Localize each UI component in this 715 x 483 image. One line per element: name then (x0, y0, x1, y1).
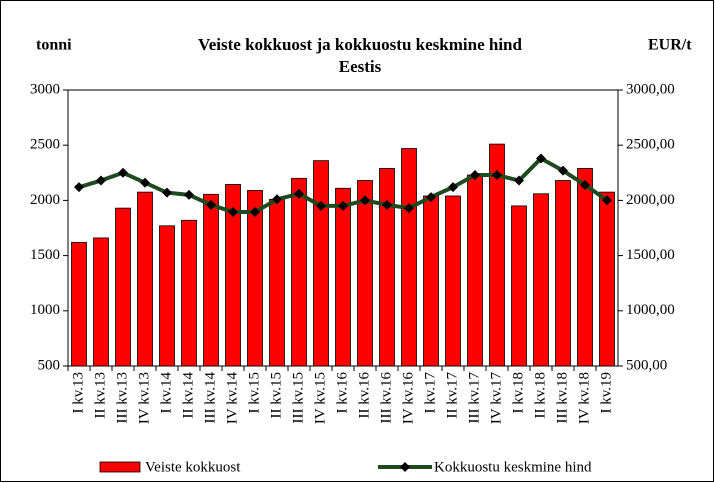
line-marker (140, 177, 150, 188)
x-tick-label: III kv.18 (554, 372, 570, 424)
line-marker (470, 170, 480, 181)
line-marker (602, 195, 612, 206)
bar (335, 187, 351, 367)
bar (533, 193, 549, 367)
line-marker (558, 165, 568, 176)
bar (181, 219, 197, 367)
line-marker (448, 182, 458, 193)
line-marker (360, 195, 370, 206)
x-tick-label: III kv.16 (378, 372, 394, 424)
legend-swatch (99, 461, 141, 473)
bar (423, 195, 439, 367)
y2-tick-label: 1500,00 (626, 247, 675, 263)
y-tick-label: 1000 (30, 302, 60, 318)
line-marker (184, 189, 194, 200)
x-tick-label: I kv.16 (334, 372, 350, 414)
y2-tick-label: 3000,00 (626, 81, 675, 97)
y-tick-label: 2500 (30, 137, 60, 153)
line-marker (250, 206, 260, 217)
x-tick-label: IV kv.15 (312, 372, 328, 424)
x-tick-label: II kv.14 (180, 372, 196, 419)
x-tick-label: I kv.19 (598, 372, 614, 414)
x-tick-label: III kv.13 (114, 372, 130, 424)
line-marker (580, 179, 590, 190)
legend-label: Veiste kokkuost (145, 459, 241, 475)
bar (467, 174, 483, 367)
chart-title: Veiste kokkuost ja kokkuostu keskmine hi… (198, 35, 522, 76)
line-marker (206, 199, 216, 210)
x-tick-label: IV kv.18 (576, 372, 592, 424)
line-marker (382, 199, 392, 210)
bar (599, 191, 615, 367)
line-marker (228, 206, 238, 217)
bar (511, 205, 527, 367)
y-tick-label: 1500 (30, 247, 60, 263)
bar (137, 191, 153, 367)
x-tick-label: II kv.18 (532, 372, 548, 419)
x-tick-label: II kv.15 (268, 372, 284, 419)
bar (313, 160, 329, 367)
legend-label: Kokkuostu keskmine hind (434, 459, 592, 475)
line-marker (316, 200, 326, 211)
x-tick-label: IV kv.14 (224, 372, 240, 425)
x-tick-label: I kv.13 (70, 372, 86, 414)
x-tick-label: II kv.17 (444, 372, 460, 419)
x-tick-label: III kv.17 (466, 372, 482, 424)
x-tick-label: II kv.16 (356, 372, 372, 419)
legend-marker (400, 462, 410, 472)
bar (71, 241, 87, 367)
y2-tick-label: 2500,00 (626, 137, 675, 153)
y-tick-label: 500 (38, 357, 61, 373)
bar (401, 148, 417, 367)
line-marker (338, 200, 348, 211)
bar (225, 183, 241, 367)
y2-tick-label: 500,00 (626, 357, 667, 373)
bar (247, 190, 263, 367)
bar (115, 207, 131, 367)
y2-tick-label: 2000,00 (626, 192, 675, 208)
bar (379, 167, 395, 367)
x-tick-label: I kv.17 (422, 372, 438, 414)
line-marker (536, 153, 546, 164)
bar (555, 180, 571, 367)
x-tick-label: III kv.14 (202, 372, 218, 424)
y-tick-label: 2000 (30, 192, 60, 208)
x-tick-label: I kv.18 (510, 372, 526, 414)
x-tick-label: IV kv.17 (488, 372, 504, 425)
x-tick-label: III kv.15 (290, 372, 306, 424)
bar (291, 177, 307, 367)
bar (489, 143, 505, 367)
line-marker (404, 203, 414, 214)
line-marker (294, 188, 304, 199)
y-axis-label: tonni (36, 37, 72, 54)
line-marker (96, 175, 106, 186)
x-tick-label: IV kv.16 (400, 372, 416, 425)
y2-axis-label: EUR/t (648, 37, 692, 54)
line-marker (492, 170, 502, 181)
line-marker (118, 167, 128, 178)
x-tick-label: I kv.14 (158, 372, 174, 414)
bar (445, 195, 461, 367)
line-marker (514, 175, 524, 186)
line-marker (162, 187, 172, 198)
x-tick-label: IV kv.13 (136, 372, 152, 424)
y-tick-label: 3000 (30, 81, 60, 97)
x-tick-label: II kv.13 (92, 372, 108, 419)
y2-tick-label: 1000,00 (626, 302, 675, 318)
bar (203, 193, 219, 367)
line-marker (74, 182, 84, 193)
line-marker (426, 192, 436, 203)
bar (577, 167, 593, 367)
bar (357, 180, 373, 367)
line-marker (272, 194, 282, 205)
bar (159, 225, 175, 367)
x-tick-label: I kv.15 (246, 372, 262, 414)
bar (269, 198, 285, 367)
bar (93, 237, 109, 367)
